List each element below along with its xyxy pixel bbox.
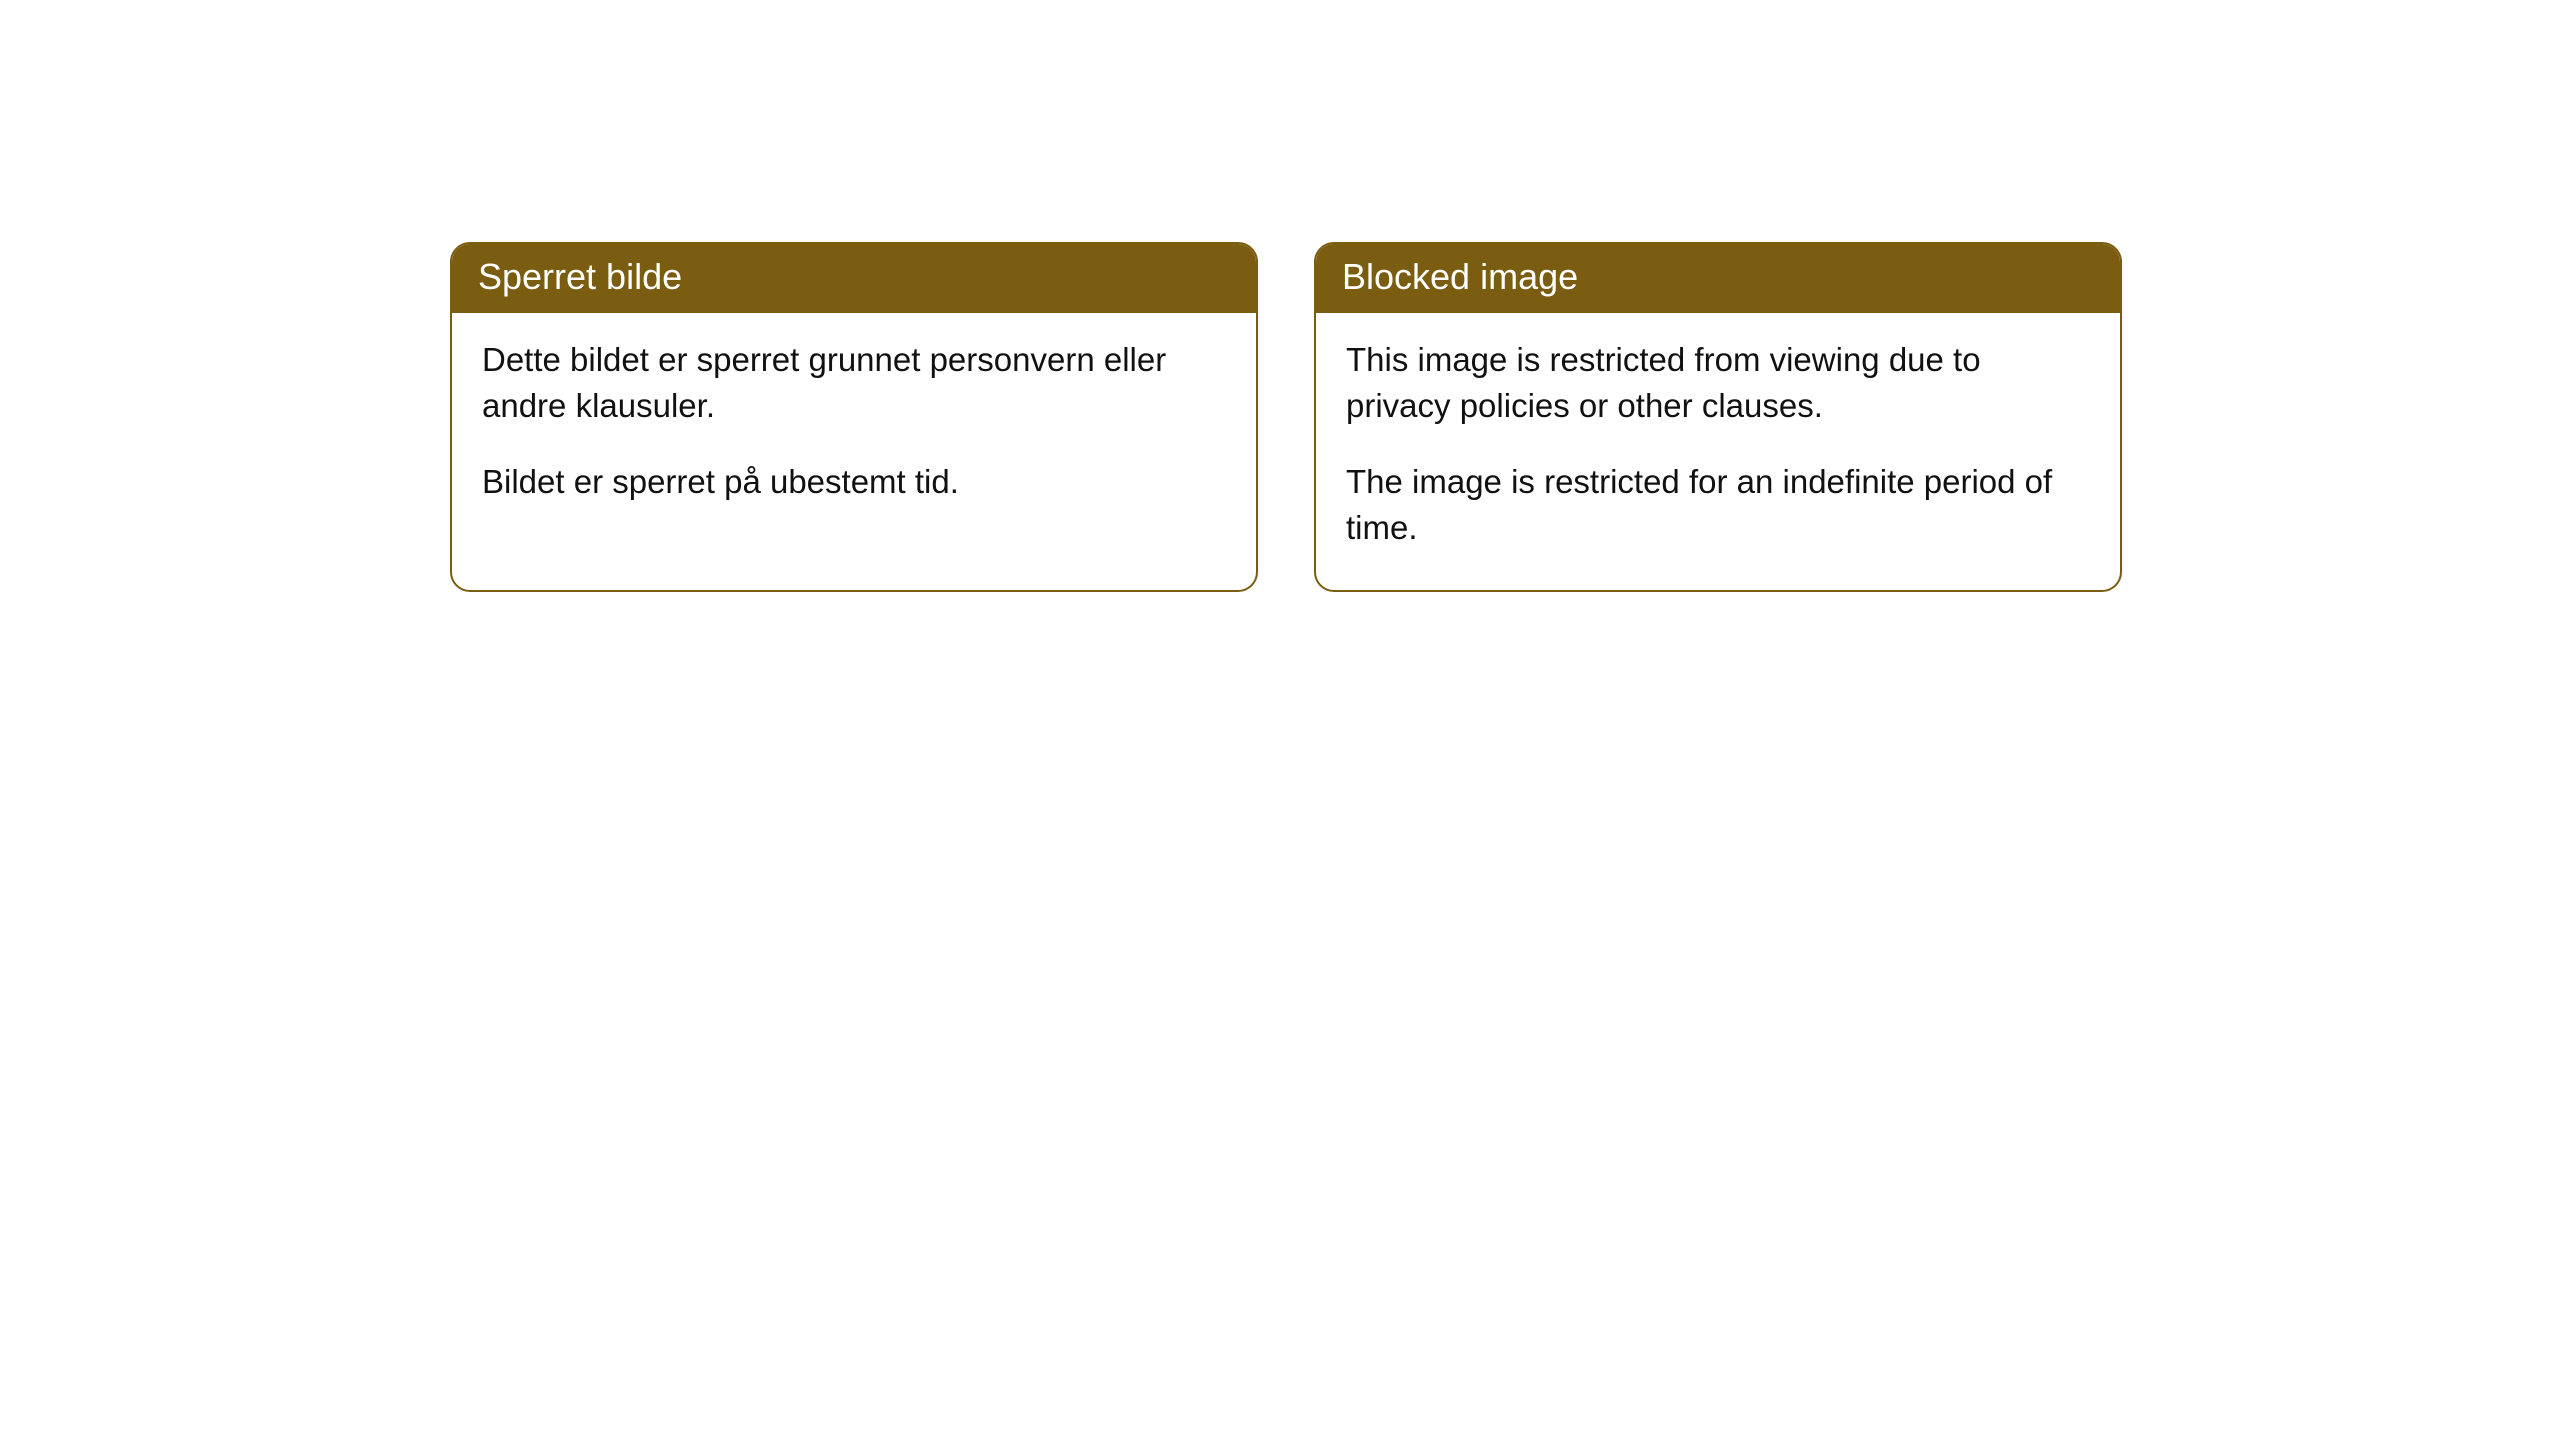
card-paragraph: Bildet er sperret på ubestemt tid. — [482, 459, 1226, 505]
card-body: Dette bildet er sperret grunnet personve… — [452, 313, 1256, 544]
blocked-image-card-english: Blocked image This image is restricted f… — [1314, 242, 2122, 592]
card-paragraph: This image is restricted from viewing du… — [1346, 337, 2090, 429]
card-title: Blocked image — [1342, 256, 1578, 297]
card-paragraph: The image is restricted for an indefinit… — [1346, 459, 2090, 551]
card-body: This image is restricted from viewing du… — [1316, 313, 2120, 590]
card-header: Sperret bilde — [452, 244, 1256, 313]
card-title: Sperret bilde — [478, 256, 682, 297]
card-paragraph: Dette bildet er sperret grunnet personve… — [482, 337, 1226, 429]
notice-container: Sperret bilde Dette bildet er sperret gr… — [0, 0, 2560, 592]
card-header: Blocked image — [1316, 244, 2120, 313]
blocked-image-card-norwegian: Sperret bilde Dette bildet er sperret gr… — [450, 242, 1258, 592]
